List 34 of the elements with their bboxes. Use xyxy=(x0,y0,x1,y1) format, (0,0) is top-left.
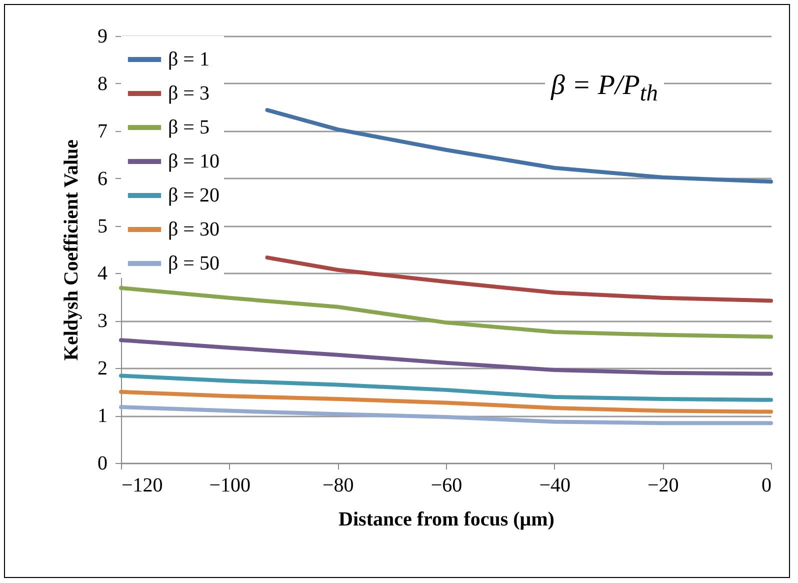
y-tick-label: 2 xyxy=(98,358,108,380)
line-series xyxy=(119,390,773,414)
y-tick-label: 3 xyxy=(98,310,108,332)
x-tick-label: −60 xyxy=(430,474,462,496)
legend-label: β = 50 xyxy=(168,252,220,274)
y-axis-title: Keldysh Coefficient Value xyxy=(60,139,82,361)
x-tick-label: −100 xyxy=(209,474,250,496)
legend-label: β = 3 xyxy=(168,82,210,104)
line-series xyxy=(119,374,773,402)
x-tick-label: −40 xyxy=(539,474,570,496)
line-series xyxy=(119,405,773,426)
y-tick-label: 5 xyxy=(98,215,108,238)
y-tick-label: 8 xyxy=(98,72,108,95)
line-series xyxy=(265,108,773,184)
y-tick-label: 6 xyxy=(98,168,108,190)
annotation: β = P/P$_{th}$ xyxy=(545,70,664,108)
x-axis-title: Distance from focus (μm) xyxy=(338,508,554,530)
y-tick-label: 0 xyxy=(98,452,108,474)
legend-label: β = 20 xyxy=(168,184,220,206)
y-tick-label: 1 xyxy=(98,405,108,428)
legend-label: β = 10 xyxy=(168,150,220,172)
legend-label: β = 5 xyxy=(168,116,210,138)
y-tick-label: 9 xyxy=(98,26,108,48)
legend-label: β = 1 xyxy=(168,48,210,70)
x-tick-label: 0 xyxy=(762,474,772,496)
x-tick-label: −120 xyxy=(122,474,163,496)
x-tick-label: −20 xyxy=(648,474,679,496)
legend-label: β = 30 xyxy=(168,218,220,240)
y-tick-label: 4 xyxy=(98,262,108,285)
line-series xyxy=(265,256,773,303)
line-series xyxy=(119,338,773,376)
y-tick-label: 7 xyxy=(98,120,108,142)
x-tick-label: −80 xyxy=(322,474,354,496)
line-series xyxy=(119,286,773,339)
